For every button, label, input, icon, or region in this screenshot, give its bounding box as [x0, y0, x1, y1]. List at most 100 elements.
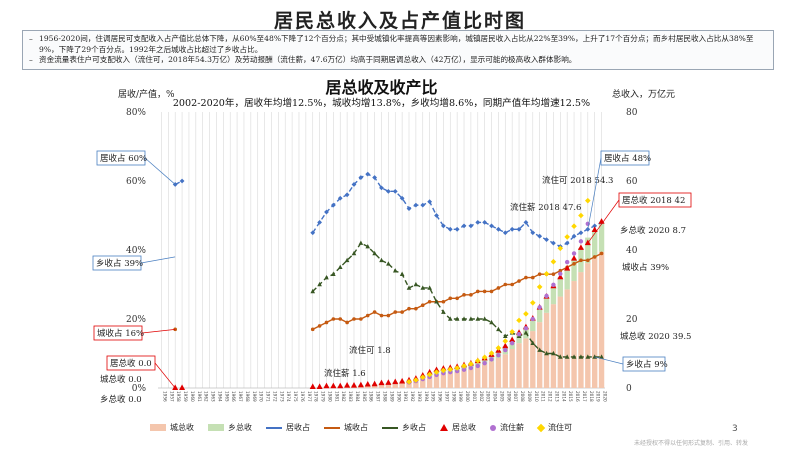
point-居收占 — [544, 237, 549, 243]
point-城收占 — [462, 293, 466, 297]
point-居总收 — [330, 382, 337, 389]
chart-title: 居总收及收产比 — [325, 78, 437, 97]
point-流住薪 — [454, 368, 460, 374]
point-居收占 — [537, 233, 543, 239]
legend-item: 流住薪 — [490, 422, 524, 433]
point-城收占 — [551, 272, 556, 276]
point-居总收 — [337, 382, 344, 389]
point-城收占 — [586, 258, 590, 263]
point-城收占 — [455, 296, 459, 301]
point-城收占 — [592, 255, 597, 259]
x-tick-label: 2016 — [575, 391, 580, 402]
point-城收占 — [489, 289, 494, 294]
annotation-label: 流住薪 2018 47.6 — [510, 202, 581, 213]
legend-label: 居收占 — [286, 423, 310, 432]
point-居收占 — [399, 195, 405, 201]
legend-label: 居总收 — [452, 423, 476, 432]
x-tick-label: 2019 — [596, 391, 601, 402]
point-居总收 — [385, 379, 392, 385]
x-tick-label: 1961 — [197, 391, 202, 402]
x-tick-label: 1982 — [341, 391, 346, 402]
footer-text: 未经授权不得以任何形式复制、引用、转发 — [634, 440, 749, 447]
point-流住薪 — [482, 360, 487, 366]
point-流住薪 — [578, 239, 584, 244]
legend-item: 城总收 — [150, 422, 194, 433]
point-居收占 — [434, 213, 439, 218]
x-tick-label: 1990 — [396, 391, 401, 402]
point-乡收占 — [358, 240, 364, 245]
point-乡收占 — [578, 354, 584, 359]
point-乡收占 — [502, 333, 508, 339]
x-tick-label: 2014 — [561, 391, 566, 402]
point-流住可 — [447, 366, 454, 373]
legend-item: 流住可 — [536, 422, 572, 433]
point-流住可 — [413, 377, 419, 383]
x-tick-label: 1965 — [224, 391, 229, 402]
point-乡收占 — [599, 354, 604, 359]
x-tick-label: 1984 — [355, 391, 360, 402]
bar-cheng-total — [406, 382, 412, 388]
point-城收占 — [407, 306, 411, 311]
x-tick-label: 1986 — [369, 391, 374, 402]
annotation-label: 居总收 2018 42 — [622, 195, 685, 206]
point-居总收 — [502, 342, 509, 349]
notes-box: – 1956-2020间，住调居民可支配收入占产值比总体下降，从60%至48%下… — [22, 30, 774, 70]
point-流住可 — [406, 378, 412, 385]
bar-cheng-total — [530, 331, 536, 388]
point-居总收 — [179, 384, 186, 390]
point-居收占 — [344, 192, 350, 198]
point-居总收 — [344, 381, 351, 388]
point-居收占 — [392, 188, 398, 194]
x-tick-label: 1956 — [162, 391, 167, 402]
point-居收占 — [372, 175, 378, 180]
x-tick-label: 1964 — [217, 391, 222, 402]
point-流住薪 — [523, 326, 529, 331]
x-tick-label: 1985 — [362, 391, 367, 402]
x-tick-label: 1999 — [458, 391, 463, 402]
bar-cheng-total — [454, 371, 460, 388]
annotation-label: 流住薪 1.6 — [324, 368, 366, 379]
point-乡收占 — [468, 316, 474, 321]
x-tick-label: 1973 — [279, 391, 284, 402]
point-居总收 — [357, 381, 364, 388]
bar-cheng-total — [392, 384, 398, 388]
point-流住可 — [502, 338, 509, 344]
point-乡收占 — [420, 285, 426, 290]
point-居收占 — [310, 230, 316, 236]
point-城收占 — [310, 327, 315, 332]
point-居总收 — [371, 380, 378, 387]
point-流住薪 — [564, 259, 570, 265]
legend-label: 城总收 — [170, 423, 194, 432]
x-tick-label: 2002 — [479, 391, 484, 402]
point-居收占 — [317, 220, 323, 225]
x-tick-label: 1971 — [266, 391, 271, 402]
point-城收占 — [517, 279, 521, 283]
point-居总收 — [509, 336, 516, 343]
point-流住可 — [543, 271, 550, 277]
point-居收占 — [482, 220, 488, 225]
point-居收占 — [337, 195, 343, 201]
y-right-label: 总收入，万亿元 — [612, 88, 675, 100]
point-城收占 — [393, 310, 398, 314]
y-left-label: 居收/产值，% — [118, 88, 175, 100]
legend-swatch — [324, 426, 340, 429]
bar-cheng-total — [378, 384, 385, 388]
point-流住可 — [440, 367, 447, 374]
x-tick-label: 2001 — [472, 391, 477, 402]
bar-cheng-total — [413, 381, 419, 388]
legend-swatch — [536, 423, 546, 432]
point-城收占 — [558, 268, 563, 273]
page-number: 3 — [732, 424, 738, 434]
x-tick-label: 2005 — [499, 391, 504, 402]
point-乡收占 — [399, 271, 405, 276]
bar-xiang-total — [585, 237, 591, 264]
point-城收占 — [579, 258, 583, 263]
point-流住可 — [433, 369, 440, 375]
annotation-label: 城总收 0.0 — [100, 374, 142, 385]
x-tick-label: 2000 — [465, 391, 470, 402]
x-tick-label: 1962 — [204, 391, 209, 402]
x-tick-label: 1976 — [300, 391, 305, 402]
x-tick-label: 2007 — [513, 391, 518, 402]
point-乡收占 — [530, 340, 536, 345]
x-tick-label: 2004 — [493, 391, 498, 402]
